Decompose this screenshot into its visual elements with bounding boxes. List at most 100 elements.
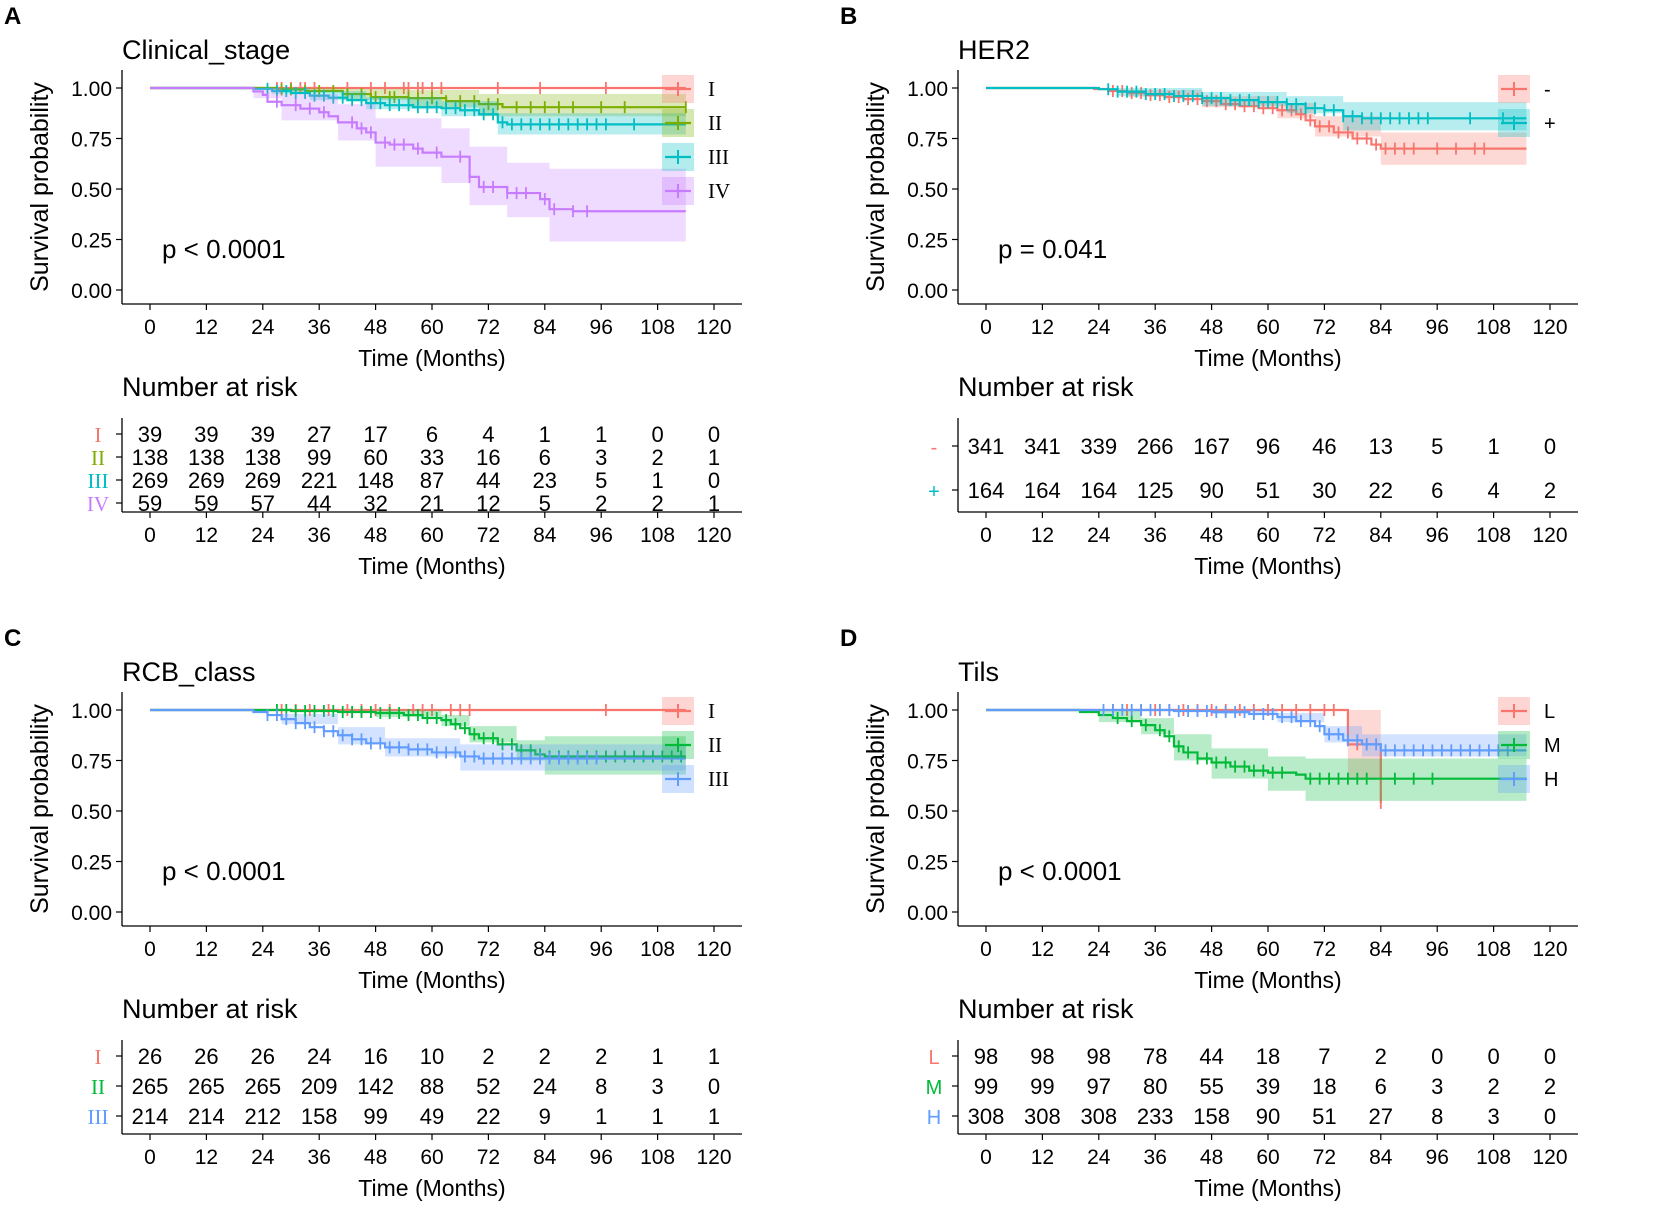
x-tick-label: 84 — [533, 938, 557, 961]
legend-label: M — [1544, 735, 1561, 757]
risk-cell: 99 — [1030, 1074, 1054, 1099]
risk-x-tick-label: 120 — [1532, 1146, 1567, 1169]
risk-cell: 1 — [708, 491, 720, 516]
y-tick-label: 0.00 — [71, 280, 112, 303]
ci-band-+ — [986, 88, 1527, 133]
risk-x-axis-label: Time (Months) — [1194, 553, 1341, 579]
survival-line-H — [986, 708, 1527, 752]
risk-row-label: - — [931, 437, 938, 459]
x-axis-label: Time (Months) — [358, 967, 505, 993]
risk-row-label: II — [91, 1075, 105, 1099]
risk-cell: 99 — [363, 1104, 387, 1129]
risk-table-heading: Number at risk — [958, 994, 1134, 1024]
legend-label: + — [1544, 113, 1556, 135]
risk-table-heading: Number at risk — [122, 372, 298, 402]
x-tick-label: 60 — [420, 938, 443, 961]
x-tick-label: 84 — [1369, 938, 1393, 961]
risk-cell: 3 — [1431, 1074, 1443, 1099]
x-tick-label: 72 — [1313, 938, 1336, 961]
risk-cell: 44 — [1199, 1044, 1223, 1069]
risk-cell: 10 — [420, 1044, 444, 1069]
panel-label: B — [840, 3, 857, 30]
x-tick-label: 84 — [533, 316, 557, 339]
risk-cell: 60 — [363, 445, 387, 470]
risk-cell: 138 — [188, 445, 225, 470]
risk-row-M: M 99 99 97 80 55 39 18 6 3 2 2 — [926, 1074, 1556, 1099]
ci-band-- — [986, 88, 1527, 167]
risk-x-tick-label: 12 — [195, 1146, 218, 1169]
y-axis-label: Survival probability — [862, 82, 890, 292]
risk-x-tick-label: 36 — [1144, 524, 1167, 547]
risk-x-tick-label: 84 — [533, 524, 557, 547]
risk-cell: 5 — [595, 468, 607, 493]
risk-cell: 4 — [482, 422, 494, 447]
x-tick-label: 96 — [590, 316, 613, 339]
risk-cell: 27 — [1369, 1104, 1393, 1129]
risk-row-I: I 26 26 26 24 16 10 2 2 2 1 1 — [95, 1044, 721, 1069]
risk-cell: 2 — [1544, 1074, 1556, 1099]
risk-x-tick-label: 12 — [1031, 524, 1054, 547]
risk-cell: 1 — [708, 1044, 720, 1069]
risk-cell: 308 — [1080, 1104, 1117, 1129]
risk-cell: 212 — [244, 1104, 281, 1129]
risk-cell: 33 — [420, 445, 444, 470]
risk-x-tick-label: 120 — [696, 1146, 731, 1169]
risk-row-H: H 308 308 308 233 158 90 51 27 8 3 0 — [927, 1104, 1556, 1129]
risk-cell: 2 — [651, 445, 663, 470]
y-tick-label: 0.50 — [71, 179, 112, 202]
risk-cell: 39 — [251, 422, 275, 447]
risk-x-tick-label: 24 — [251, 1146, 275, 1169]
p-value: p < 0.0001 — [162, 856, 286, 886]
x-tick-label: 120 — [1532, 316, 1567, 339]
risk-cell: 5 — [1431, 434, 1443, 459]
x-tick-label: 108 — [640, 938, 675, 961]
risk-cell: 339 — [1080, 434, 1117, 459]
risk-cell: 265 — [132, 1074, 169, 1099]
chart-title: RCB_class — [122, 657, 256, 687]
x-tick-label: 60 — [420, 316, 443, 339]
y-tick-label: 0.75 — [71, 751, 112, 774]
risk-cell: 4 — [1487, 478, 1499, 503]
x-tick-label: 24 — [1087, 938, 1111, 961]
risk-cell: 164 — [1080, 478, 1117, 503]
x-tick-label: 0 — [144, 938, 156, 961]
risk-cell: 233 — [1137, 1104, 1174, 1129]
risk-cell: 269 — [132, 468, 169, 493]
risk-x-tick-label: 120 — [1532, 524, 1567, 547]
risk-cell: 1 — [708, 1104, 720, 1129]
risk-cell: 341 — [1024, 434, 1061, 459]
x-tick-label: 60 — [1256, 938, 1279, 961]
y-axis-label: Survival probability — [26, 82, 54, 292]
risk-cell: 2 — [1375, 1044, 1387, 1069]
y-tick-label: 0.25 — [71, 852, 112, 875]
risk-cell: 39 — [194, 422, 218, 447]
risk-cell: 21 — [420, 491, 444, 516]
risk-cell: 148 — [357, 468, 394, 493]
legend-label: L — [1544, 701, 1555, 723]
x-tick-label: 108 — [640, 316, 675, 339]
risk-cell: 1 — [651, 468, 663, 493]
risk-cell: 158 — [1193, 1104, 1230, 1129]
risk-row--: - 341 341 339 266 167 96 46 13 5 1 0 — [931, 434, 1556, 459]
risk-cell: 0 — [1544, 1104, 1556, 1129]
risk-cell: 125 — [1137, 478, 1174, 503]
risk-row-label: L — [928, 1047, 939, 1069]
risk-x-tick-label: 96 — [1426, 524, 1449, 547]
risk-x-tick-label: 96 — [590, 524, 613, 547]
x-tick-label: 12 — [1031, 938, 1054, 961]
risk-cell: 269 — [244, 468, 281, 493]
risk-cell: 78 — [1143, 1044, 1167, 1069]
risk-cell: 16 — [363, 1044, 387, 1069]
risk-cell: 39 — [138, 422, 162, 447]
risk-cell: 26 — [251, 1044, 275, 1069]
risk-cell: 7 — [1318, 1044, 1330, 1069]
risk-cell: 90 — [1256, 1104, 1280, 1129]
risk-cell: 80 — [1143, 1074, 1167, 1099]
x-tick-label: 24 — [1087, 316, 1111, 339]
risk-cell: 1 — [595, 422, 607, 447]
risk-row-label: I — [95, 423, 102, 447]
risk-cell: 17 — [363, 422, 387, 447]
ci-band-IV — [150, 88, 686, 244]
risk-x-axis-label: Time (Months) — [358, 1175, 505, 1201]
